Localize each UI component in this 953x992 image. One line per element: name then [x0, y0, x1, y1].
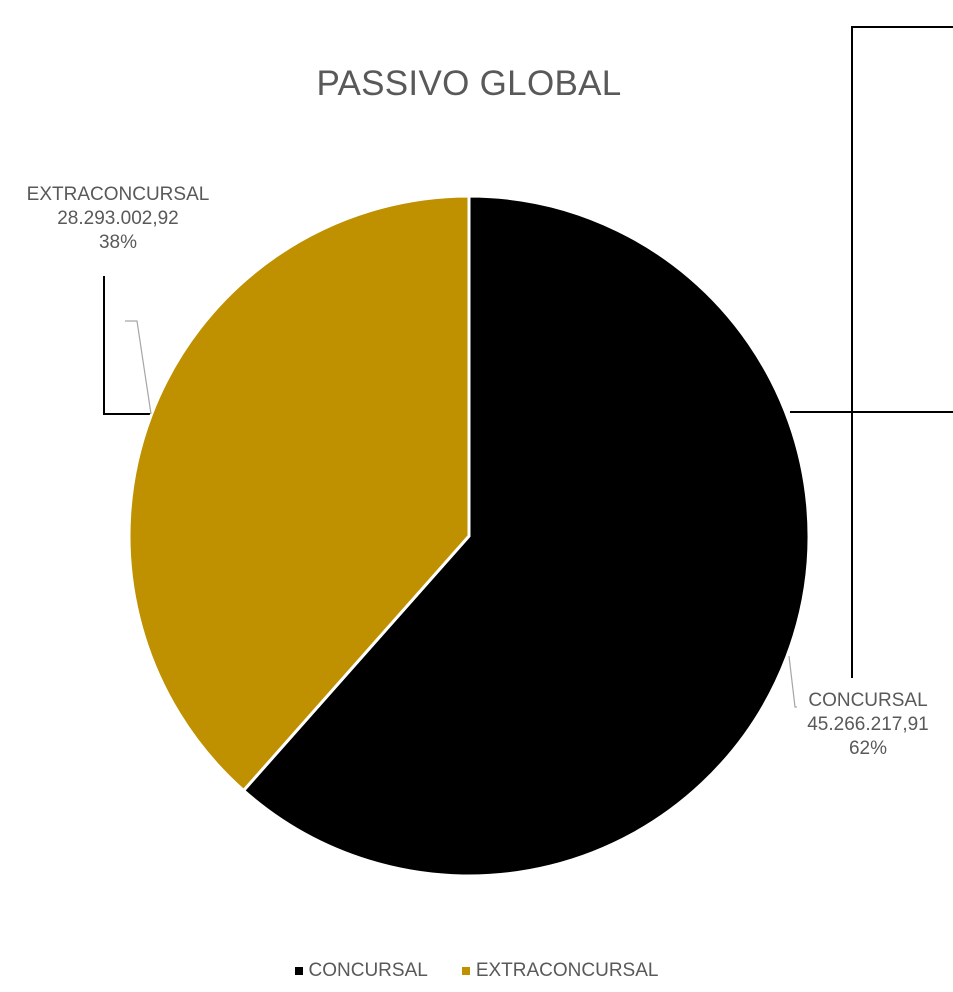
pie-slices — [127, 194, 811, 878]
data-label-concursal: CONCURSAL 45.266.217,91 62% — [790, 689, 946, 761]
legend-label: EXTRACONCURSAL — [475, 960, 659, 981]
leader-line-concursal — [788, 655, 797, 708]
legend-swatch — [461, 967, 470, 975]
pie-slice-extraconcursal — [127, 194, 471, 793]
data-label-category: EXTRACONCURSAL — [26, 184, 210, 205]
data-label-value: 45.266.217,91 — [807, 714, 929, 735]
legend-swatch — [294, 967, 303, 975]
chart-title: PASSIVO GLOBAL — [316, 64, 622, 103]
data-label-category: CONCURSAL — [808, 690, 928, 711]
data-label-value: 28.293.002,92 — [57, 208, 179, 229]
data-label-percent: 62% — [848, 738, 888, 759]
legend: CONCURSAL EXTRACONCURSAL — [0, 960, 953, 982]
legend-item-extraconcursal: EXTRACONCURSAL — [461, 960, 659, 982]
leader-line-extraconcursal — [125, 320, 152, 415]
data-label-extraconcursal: EXTRACONCURSAL 28.293.002,92 38% — [0, 183, 236, 255]
data-label-percent: 38% — [98, 232, 138, 253]
pie-slice-concursal — [241, 194, 811, 878]
legend-item-concursal: CONCURSAL — [294, 960, 428, 982]
leader-lines — [125, 320, 797, 708]
legend-label: CONCURSAL — [308, 960, 428, 981]
